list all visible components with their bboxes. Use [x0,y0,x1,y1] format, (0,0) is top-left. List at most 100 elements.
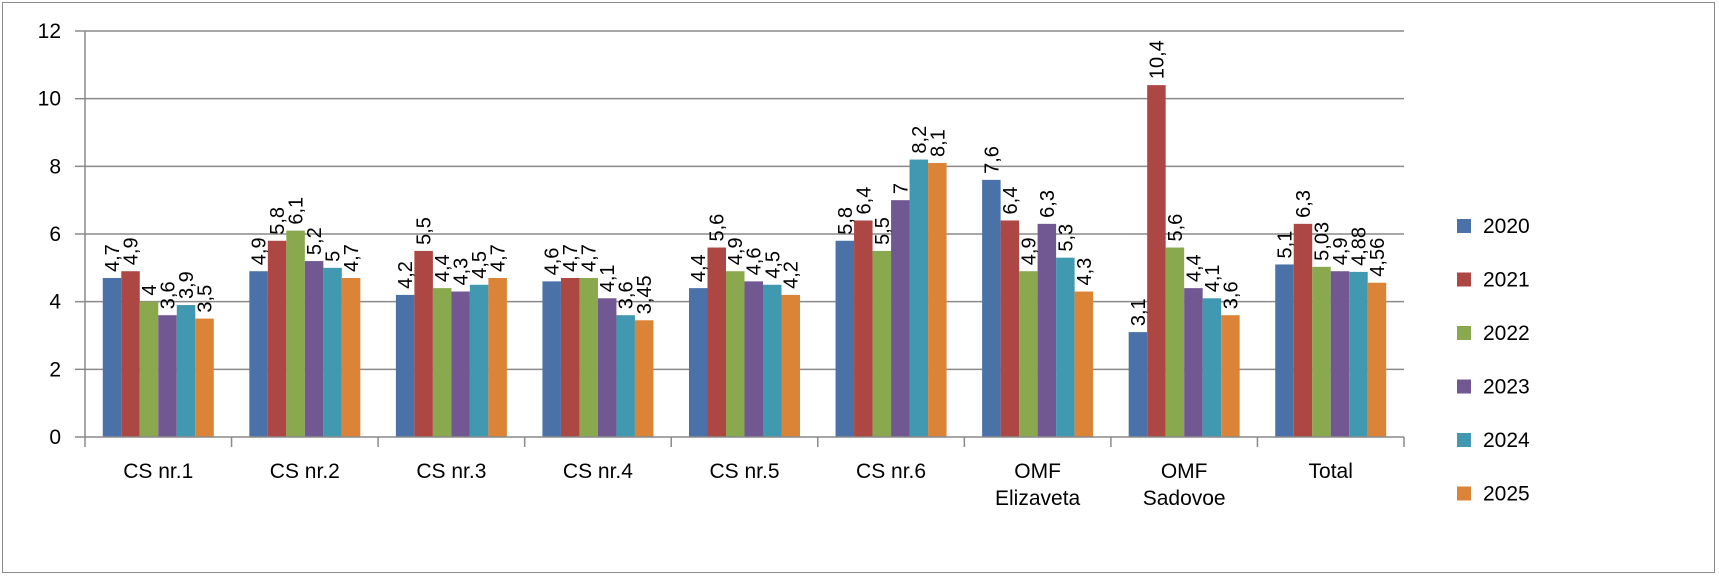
data-label: 4,7 [560,244,582,272]
category-label: Total [1309,460,1353,483]
data-label: 4,3 [451,258,473,286]
data-label: 4,9 [1330,237,1352,265]
data-label: 4,1 [1202,264,1224,292]
legend-swatch [1457,272,1471,287]
bar [1275,264,1294,437]
bar [286,230,305,437]
data-label: 3,9 [176,271,198,299]
y-tick-label: 0 [49,426,61,449]
bar [597,298,617,437]
data-label: 4,4 [688,254,710,282]
bar [872,250,892,437]
legend-swatch [1457,486,1471,501]
data-label: 6,4 [853,187,875,215]
bar [139,301,159,437]
bar [1221,315,1240,437]
bar [323,267,342,437]
data-label: 3,6 [616,281,638,309]
bar [1202,298,1222,437]
data-label: 7 [890,183,912,194]
category-label: CS nr.6 [856,460,926,483]
bar [763,284,782,437]
data-label: 5,8 [835,207,857,235]
data-label: 3,45 [634,275,656,314]
y-tick-label: 10 [38,88,61,111]
data-label: 5,6 [707,214,729,242]
bar [1128,332,1148,437]
bar [982,179,1001,437]
data-label: 4,9 [249,237,271,265]
data-label: 4,5 [469,251,491,279]
legend-label: 2020 [1483,215,1530,238]
bar [267,240,287,437]
bar [909,159,929,438]
data-label: 5,3 [1055,224,1077,252]
bar [488,277,507,437]
bar [1293,223,1313,437]
bar [1349,271,1368,437]
data-label: 5,5 [872,217,894,245]
bar [928,162,947,437]
bar [854,220,873,437]
bar [542,281,561,437]
legend-label: 2021 [1483,269,1530,292]
category-label: CS nr.3 [416,460,486,483]
data-labels: 4,74,943,63,93,54,95,86,15,254,74,25,54,… [102,40,1389,326]
y-tick-label: 2 [49,358,61,381]
bar [744,281,763,437]
bar [1312,266,1331,437]
category-label: Elizaveta [995,487,1081,510]
legend-label: 2025 [1483,483,1530,506]
bar [689,288,708,437]
data-label: 5,6 [1165,214,1187,242]
bar [304,261,324,437]
y-axis: 0 2 4 6 8 10 12 [38,20,86,449]
data-label: 4,2 [395,261,417,289]
data-label: 4,1 [597,264,619,292]
y-tick-label: 4 [49,291,61,314]
data-label: 10,4 [1146,40,1168,79]
legend-label: 2022 [1483,322,1530,345]
data-label: 5,8 [267,207,289,235]
data-label: 4,6 [744,248,766,276]
category-label: OMF [1161,460,1208,483]
data-label: 8,2 [909,126,931,154]
bar [469,284,489,437]
category-label: Sadovoe [1143,487,1226,510]
bar [158,315,177,437]
bar [616,315,635,437]
bar [249,271,268,437]
data-label: 4,4 [432,254,454,282]
data-label: 4,9 [1018,237,1040,265]
y-tick-label: 8 [49,155,61,178]
x-axis: CS nr.1 CS nr.2 CS nr.3 CS nr.4 CS nr.5 CS nr… [84,436,1405,510]
data-label: 3,6 [1220,281,1242,309]
data-label: 6,4 [1000,187,1022,215]
data-label: 4,2 [781,261,803,289]
data-label: 7,6 [981,146,1003,174]
bar [560,277,580,437]
data-label: 4,7 [488,244,510,272]
category-label: CS nr.1 [123,460,193,483]
bar [1367,282,1387,437]
data-label: 8,1 [927,129,949,157]
category-label: CS nr.5 [709,460,779,483]
bar [1330,271,1350,437]
data-label: 5,1 [1274,231,1296,259]
data-label: 4,56 [1367,238,1389,277]
bar [195,318,214,437]
bar [726,271,745,437]
bar [1019,271,1038,437]
data-label: 4,7 [102,244,124,272]
category-label: OMF [1014,460,1061,483]
bar [634,320,654,437]
legend-label: 2024 [1483,429,1530,452]
legend-swatch [1457,326,1471,340]
data-label: 4,88 [1348,227,1370,266]
data-label: 6,3 [1293,190,1315,218]
bar [1000,220,1020,437]
bar [176,305,196,437]
bar [432,288,452,437]
data-label: 5,03 [1311,222,1333,261]
bars [102,85,1387,438]
